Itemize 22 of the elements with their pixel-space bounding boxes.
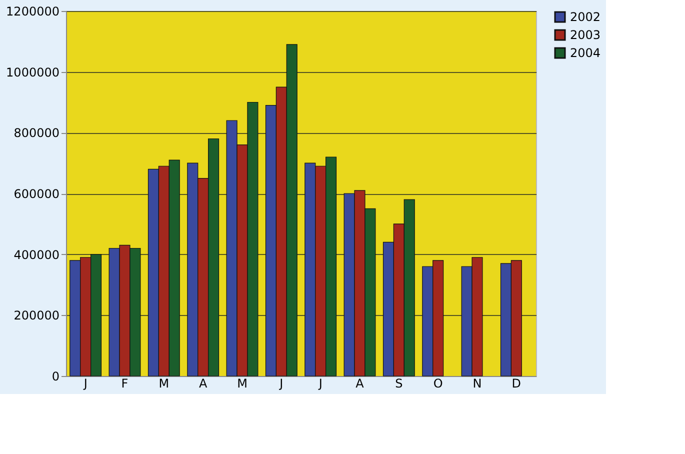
x-tick-label: A (198, 376, 208, 390)
legend-label: 2002 (570, 10, 601, 24)
x-tick-label: O (433, 376, 443, 390)
y-tick-label: 1200000 (6, 4, 60, 18)
y-tick-label: 200000 (14, 308, 60, 323)
x-tick-label: J (278, 376, 284, 390)
x-tick-label: S (395, 376, 403, 390)
legend-label: 2003 (570, 28, 601, 42)
x-tick-label: N (472, 376, 482, 390)
legend-label: 2004 (570, 46, 601, 60)
x-tick-label: A (356, 376, 365, 390)
x-tick-label: M (237, 376, 248, 390)
x-tick-label: M (158, 376, 170, 390)
y-tick-label: 600000 (14, 187, 60, 201)
y-tick-label: 400000 (14, 248, 60, 262)
x-tick-label: D (512, 376, 522, 390)
y-tick-label: 0 (52, 370, 60, 384)
y-tick-label: 1000000 (6, 65, 60, 80)
x-tick-label: F (121, 376, 128, 390)
x-tick-label: J (82, 376, 88, 390)
y-tick-label: 800000 (14, 126, 60, 140)
x-tick-label: J (318, 376, 322, 390)
